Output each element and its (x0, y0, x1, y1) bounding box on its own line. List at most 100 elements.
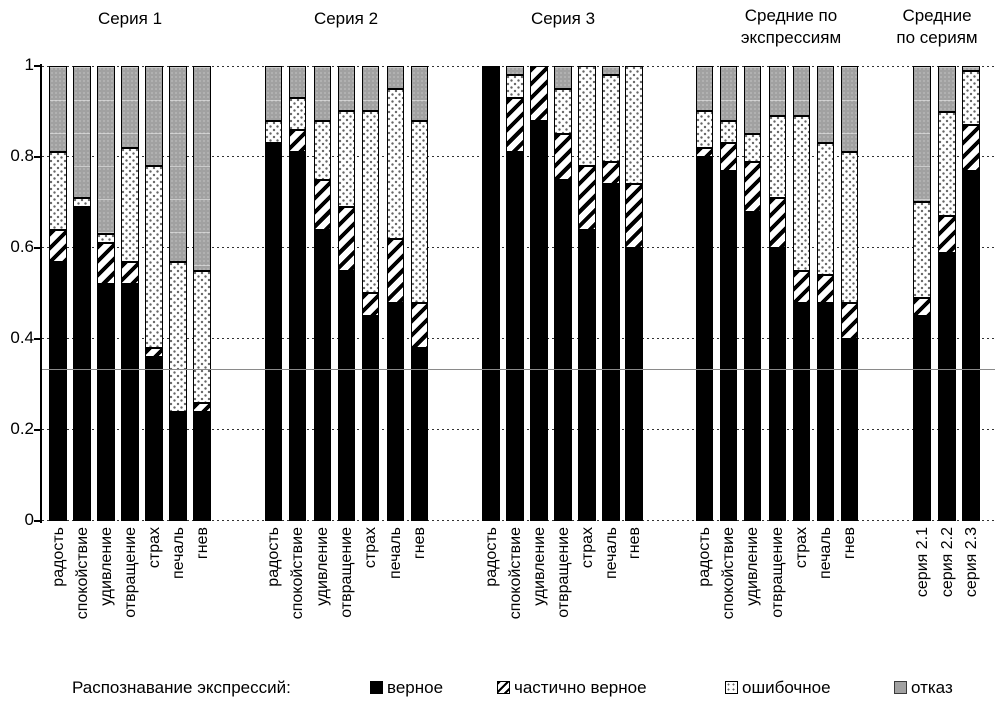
y-axis-tick (34, 429, 42, 431)
bar-segment-верное (387, 303, 404, 521)
bar-segment-отказ (97, 66, 115, 234)
bar-segment-верное (625, 248, 643, 521)
bar-segment-верное (49, 262, 67, 521)
panel-title: Серия 1 (97, 9, 163, 28)
bar-segment-ошибочное (578, 66, 596, 166)
y-axis-tick (34, 247, 42, 249)
category-label: серия 2.2 (939, 527, 956, 598)
bar-segment-ошибочное (49, 152, 67, 230)
bar-segment-верное (265, 143, 282, 521)
bar-segment-отказ (769, 66, 786, 116)
bar-segment-верное (530, 121, 548, 521)
bar-segment-частично верное (744, 162, 761, 212)
panel-title: Серия 3 (530, 9, 596, 28)
bar-segment-ошибочное (769, 116, 786, 198)
bar-segment-отказ (962, 66, 980, 71)
y-axis-tick (34, 338, 42, 340)
bar-segment-отказ (817, 66, 834, 143)
bar-segment-частично верное (289, 130, 306, 152)
bar-segment-ошибочное (193, 271, 211, 403)
bar-segment-отказ (696, 66, 713, 111)
bar-segment-отказ (145, 66, 163, 166)
bar-segment-ошибочное (169, 262, 187, 412)
bar-segment-отказ (506, 66, 524, 75)
legend-marker-black (370, 681, 383, 694)
category-label: радость (265, 527, 282, 587)
category-label: удивление (531, 527, 548, 606)
bar-segment-верное (578, 230, 596, 521)
y-tick-label: 0 (24, 510, 34, 529)
category-label: удивление (744, 527, 761, 606)
bar-segment-верное (338, 271, 355, 521)
bar-segment-частично верное (193, 403, 211, 412)
bar-segment-верное (411, 348, 428, 521)
bar-segment-частично верное (602, 162, 620, 184)
bar-segment-отказ (49, 66, 67, 152)
legend-title: Распознавание экспрессий: (72, 678, 291, 697)
bar-segment-частично верное (338, 207, 355, 271)
bar-segment-частично верное (554, 134, 572, 180)
chance-level-line (42, 369, 995, 370)
bar-segment-частично верное (841, 303, 858, 339)
bar-segment-отказ (169, 66, 187, 262)
category-label: гнев (626, 527, 643, 560)
category-label: страх (793, 527, 810, 569)
category-label: страх (146, 527, 163, 569)
bar-segment-верное (193, 412, 211, 521)
bar-segment-ошибочное (411, 121, 428, 303)
category-label: страх (579, 527, 596, 569)
category-label: гнев (411, 527, 428, 560)
bar-segment-отказ (193, 66, 211, 271)
y-tick-label: 0.2 (10, 419, 34, 438)
legend-item-label: отказ (911, 678, 953, 697)
panel-title: Серия 2 (313, 9, 379, 28)
bar-segment-отказ (387, 66, 404, 89)
bar-segment-отказ (73, 66, 91, 198)
bar-segment-ошибочное (506, 75, 524, 98)
bar-segment-частично верное (913, 298, 931, 316)
bar-segment-отказ (289, 66, 306, 98)
bar-segment-верное (841, 339, 858, 521)
bar-segment-верное (554, 180, 572, 521)
bar-segment-частично верное (938, 216, 956, 253)
bar-segment-частично верное (817, 275, 834, 303)
category-label: спокойствие (74, 527, 91, 620)
bar-segment-ошибочное (362, 111, 379, 293)
bar-segment-частично верное (578, 166, 596, 230)
bar-segment-отказ (314, 66, 331, 121)
category-label: удивление (98, 527, 115, 606)
bar-segment-верное (602, 184, 620, 521)
bar-segment-верное (97, 284, 115, 521)
category-label: печаль (603, 527, 620, 579)
legend-item-label: верное (387, 678, 444, 697)
bar-segment-частично верное (97, 243, 115, 284)
category-label: отвращение (555, 527, 572, 618)
bar-segment-ошибочное (121, 148, 139, 262)
category-label: страх (362, 527, 379, 569)
category-label: отвращение (338, 527, 355, 618)
bar-segment-ошибочное (962, 71, 980, 125)
bar-segment-ошибочное (338, 111, 355, 207)
bar-segment-ошибочное (841, 152, 858, 303)
bar-segment-частично верное (625, 184, 643, 248)
category-label: радость (483, 527, 500, 587)
bar-segment-верное (938, 253, 956, 521)
bar-segment-частично верное (121, 262, 139, 284)
y-axis-tick (34, 520, 42, 522)
bar-segment-верное (720, 171, 737, 521)
category-label: радость (696, 527, 713, 587)
y-axis-tick (34, 65, 42, 67)
bar-segment-отказ (554, 66, 572, 89)
legend-marker-hatch (497, 681, 510, 694)
bar-segment-ошибочное (554, 89, 572, 134)
bar-segment-ошибочное (602, 75, 620, 162)
category-label: отвращение (122, 527, 139, 618)
category-label: удивление (314, 527, 331, 606)
bar-segment-ошибочное (913, 202, 931, 298)
bar-segment-верное (73, 207, 91, 521)
bar-segment-частично верное (314, 180, 331, 230)
bar-segment-отказ (602, 66, 620, 75)
bar-segment-ошибочное (720, 121, 737, 143)
legend-marker-gray (894, 681, 907, 694)
